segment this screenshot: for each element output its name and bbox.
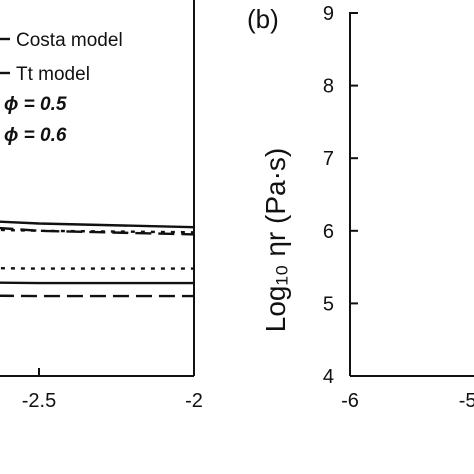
panel-a-x-tick-label-3: -2	[185, 390, 203, 412]
panel-b-x-tick-label-2: -5.5	[459, 390, 474, 412]
legend-phi-05-label: ϕ = 0.5	[4, 94, 67, 115]
panel-b-y-tick-label-5: 8	[323, 76, 334, 98]
panel-a-series-line-6	[0, 294, 194, 298]
panel-a-series-line-5	[0, 281, 194, 285]
panel-b-y-tick-label-3: 6	[323, 221, 334, 243]
legend-phi-06-label: ϕ = 0.6	[4, 125, 67, 146]
panel-b-y-axis-label: Log₁₀ ηr (Pa·s)	[260, 148, 291, 332]
panel-b: (b) 4 5 6 7 8 9 -6 -5.5 Log₁₀ ηr (Pa·s)	[247, 3, 474, 412]
panel-a-series-group	[0, 220, 195, 298]
panel-b-y-tick-label-6: 9	[323, 3, 334, 25]
panel-a-series-line-2	[0, 226, 195, 236]
panel-b-y-tick-label-4: 7	[323, 148, 334, 170]
panel-b-x-tick-label-1: -6	[341, 390, 359, 412]
panel-b-y-ticks: 4 5 6 7 8 9	[323, 3, 358, 388]
panel-b-y-tick-label-1: 4	[323, 366, 334, 388]
panel-a-legend: Costa model Tt model ϕ = 0.5 ϕ = 0.6	[0, 30, 123, 146]
panel-b-x-ticks: -6 -5.5	[341, 368, 474, 412]
panel-a-x-ticks: -3-2.5-2	[22, 368, 203, 412]
panel-a-series-line-4	[0, 267, 194, 270]
panel-b-label: (b)	[247, 4, 279, 34]
legend-tt-label: Tt model	[16, 64, 90, 85]
panel-b-y-tick-label-2: 5	[323, 293, 334, 315]
panel-a-series-line-1	[0, 220, 195, 229]
legend-costa-label: Costa model	[16, 30, 123, 51]
panel-a: -3-2.5-2 Costa model Tt model ϕ = 0.5 ϕ …	[0, 0, 203, 412]
panel-a-x-tick-label-2: -2.5	[22, 390, 56, 412]
